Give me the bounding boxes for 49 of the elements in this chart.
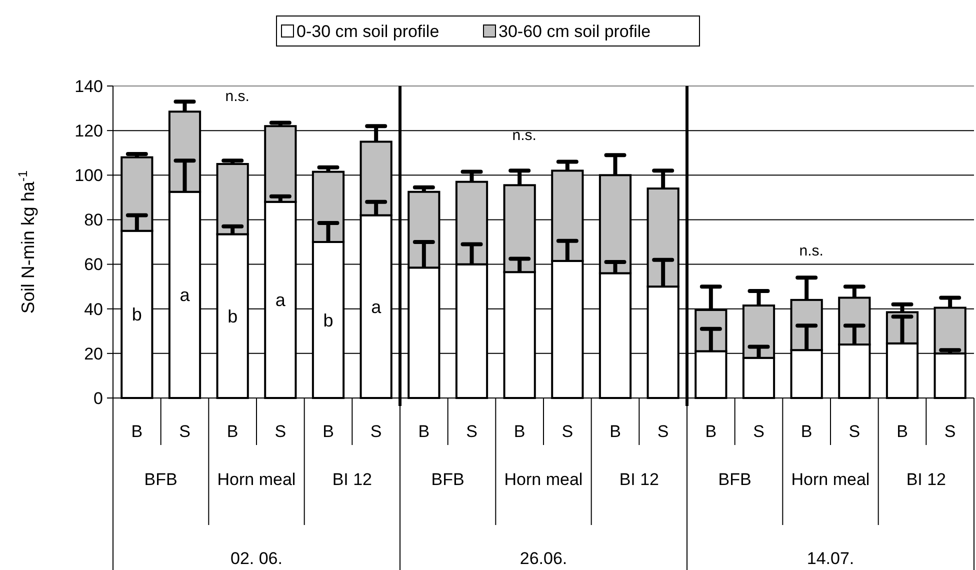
y-tick-label: 120 <box>74 122 103 141</box>
text: BFB <box>431 470 464 489</box>
x-tick-label: B <box>322 422 334 441</box>
y-tick-label: 20 <box>84 344 103 364</box>
data-label: b <box>132 304 142 325</box>
x-tick-label: S <box>848 422 860 441</box>
text: Horn meal <box>791 470 870 489</box>
x-tick-label: B <box>131 422 143 441</box>
y-tick-label: 100 <box>74 166 103 186</box>
x-tick-label: S <box>944 422 956 441</box>
text: BI 12 <box>619 470 660 489</box>
y-tick-label: 60 <box>84 255 103 274</box>
x-tick-label: B <box>418 422 430 441</box>
x-tick-label: B <box>226 422 238 441</box>
annotation: n.s. <box>799 242 824 260</box>
data-label: a <box>275 290 286 310</box>
text: BFB <box>144 470 178 489</box>
annotation: n.s. <box>512 126 536 144</box>
text: BI 12 <box>332 470 372 489</box>
data-label: b <box>323 310 334 330</box>
y-tick-label: 140 <box>74 76 103 96</box>
y-tick-label: 0 <box>94 388 103 408</box>
text: 26.06. <box>520 548 568 568</box>
x-tick-label: S <box>657 422 669 441</box>
x-tick-label: S <box>562 422 574 441</box>
text: Horn meal <box>217 470 296 489</box>
x-tick-label: S <box>274 422 286 441</box>
text: BI 12 <box>906 470 946 489</box>
data-label: a <box>371 296 382 317</box>
legend-label: 0-30 cm soil profile <box>296 22 440 41</box>
x-tick-label: S <box>753 422 764 441</box>
annotation: n.s. <box>225 88 250 105</box>
x-tick-label: S <box>179 422 190 441</box>
data-label: a <box>180 285 191 306</box>
x-tick-label: B <box>610 422 621 441</box>
x-tick-label: B <box>800 422 812 441</box>
x-tick-label: B <box>705 422 717 441</box>
x-tick-label: S <box>370 422 382 441</box>
data-label: b <box>228 306 238 326</box>
legend-label: 30-60 cm soil profile <box>498 22 651 41</box>
x-tick-label: B <box>514 422 526 441</box>
text: 02. 06. <box>230 548 282 568</box>
text: 14.07. <box>806 548 854 568</box>
y-tick-label: 40 <box>84 300 103 319</box>
y-tick-label: 80 <box>84 210 103 230</box>
x-tick-label: S <box>466 422 478 441</box>
x-tick-label: B <box>896 422 908 441</box>
text: BFB <box>718 470 752 489</box>
text: Horn meal <box>504 470 583 489</box>
